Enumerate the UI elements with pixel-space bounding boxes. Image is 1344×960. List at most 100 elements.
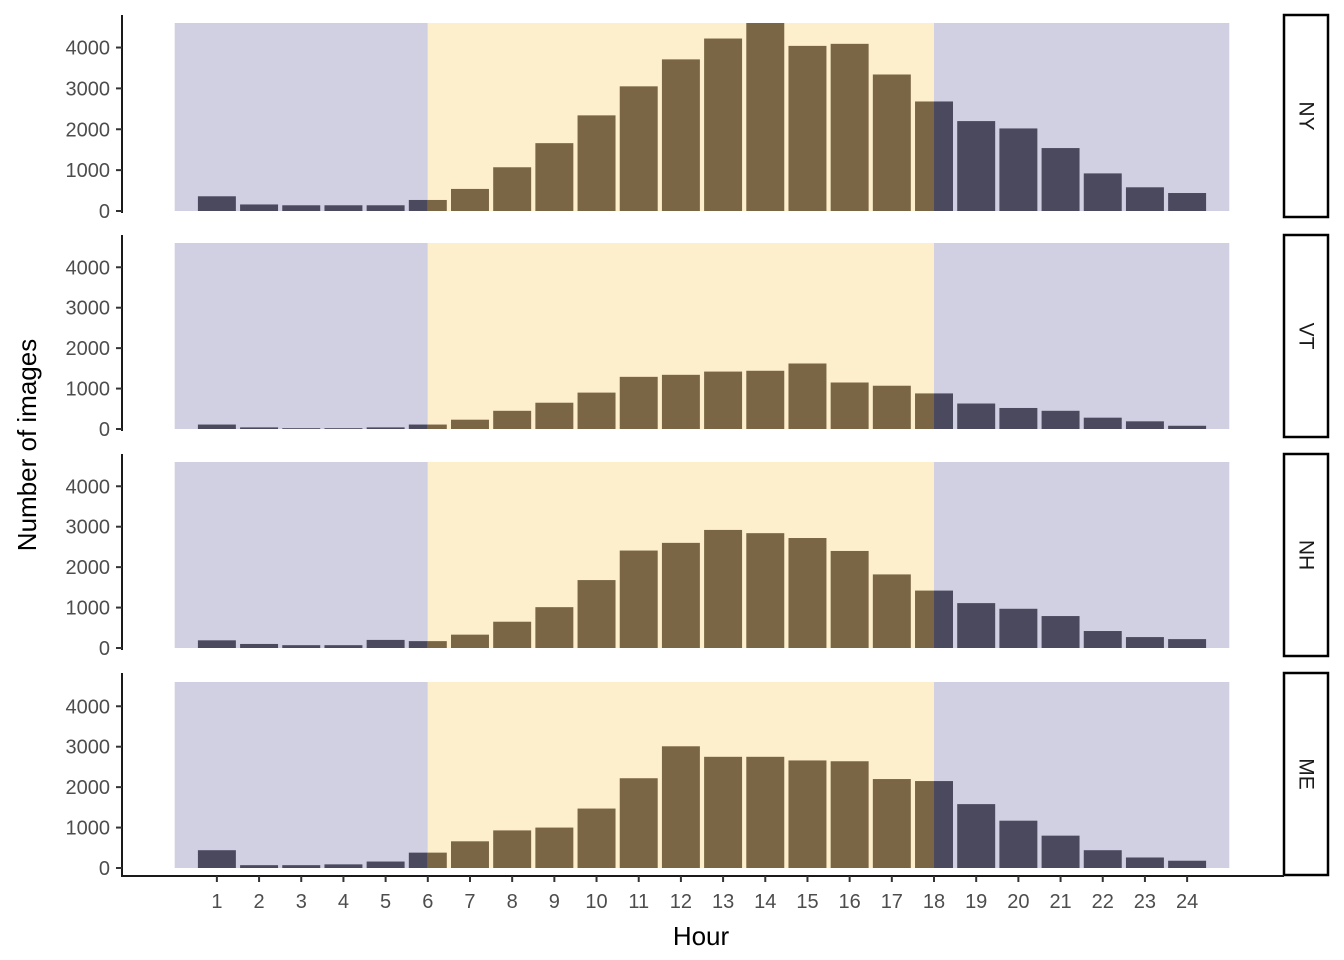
bar-segment (934, 101, 953, 211)
x-tick-label: 20 (1007, 891, 1029, 913)
bar-ny-hour-5 (366, 205, 405, 211)
bar-ny-hour-20 (999, 128, 1038, 211)
bar-segment (577, 115, 616, 211)
facet-panel-ny: 0 1000 2000 3000 4000 NY (66, 13, 1330, 223)
y-tick-label: 4000 (66, 257, 111, 279)
bar-segment (999, 820, 1038, 868)
bar-segment (1125, 187, 1164, 211)
bar-me-hour-12 (661, 746, 700, 868)
bar-segment (1083, 173, 1122, 211)
bar-segment (704, 529, 743, 648)
strip-box (1282, 671, 1330, 877)
x-tick-label: 17 (881, 891, 903, 913)
bar-nh-hour-12 (661, 542, 700, 648)
x-tick-label: 4 (338, 891, 349, 913)
bar-segment (788, 538, 827, 648)
facet-panel-me: 0 1000 2000 3000 4000 ME (66, 671, 1330, 880)
bar-ny-hour-21 (1041, 148, 1080, 211)
bar-segment (872, 574, 911, 648)
bar-segment (915, 393, 935, 429)
bar-segment (619, 550, 658, 648)
bar-segment (934, 393, 953, 429)
bar-me-hour-7 (451, 841, 489, 868)
strip-label: NY (1295, 101, 1318, 130)
bar-segment (957, 603, 996, 648)
bar-segment (240, 865, 279, 868)
bar-segment (957, 804, 996, 868)
bar-ny-hour-10 (577, 115, 616, 211)
bar-ny-hour-16 (830, 43, 869, 212)
bar-segment (577, 808, 616, 868)
bar-segment (1168, 639, 1207, 648)
bar-segment (197, 424, 236, 429)
x-tick-label: 16 (839, 891, 861, 913)
y-tick-label: 0 (99, 201, 110, 223)
bar-me-hour-17 (872, 779, 911, 868)
bar-vt-hour-2 (240, 427, 279, 429)
bar-segment (408, 641, 428, 648)
x-tick-label: 23 (1134, 891, 1156, 913)
bar-segment (957, 121, 996, 211)
bar-segment (535, 827, 574, 868)
bar-nh-hour-11 (619, 550, 658, 648)
bar-segment (493, 621, 532, 648)
x-axis-title: Hour (673, 921, 730, 951)
bar-segment (324, 864, 363, 868)
bar-me-hour-5 (366, 861, 405, 868)
bar-segment (704, 756, 743, 868)
bar-segment (324, 428, 363, 429)
bar-segment (366, 205, 405, 211)
bar-segment (366, 427, 405, 429)
bar-me-hour-24 (1168, 860, 1207, 868)
bar-me-hour-9 (535, 827, 574, 868)
bar-vt-hour-17 (872, 385, 911, 429)
y-tick-label: 1000 (66, 379, 111, 401)
bar-segment (830, 761, 869, 868)
bar-me-hour-19 (957, 804, 996, 868)
bar-vt-hour-21 (1041, 410, 1080, 429)
x-tick-label: 21 (1049, 891, 1071, 913)
bar-nh-hour-23 (1125, 637, 1164, 648)
bar-segment (746, 23, 785, 211)
bar-segment (1041, 616, 1080, 648)
bar-vt-hour-11 (619, 376, 658, 429)
bar-ny-hour-6 (408, 199, 447, 211)
bar-ny-hour-3 (282, 205, 321, 211)
bar-segment (1168, 193, 1207, 211)
bar-me-hour-23 (1125, 857, 1164, 868)
bar-segment (451, 634, 489, 648)
bar-segment (1125, 857, 1164, 868)
bar-segment (240, 643, 279, 648)
bar-vt-hour-14 (746, 370, 785, 429)
bar-segment (872, 74, 911, 211)
bar-nh-hour-15 (788, 538, 827, 648)
bar-segment (1168, 425, 1207, 429)
bar-vt-hour-16 (830, 382, 869, 429)
bar-me-hour-18 (915, 781, 953, 868)
bar-segment (619, 778, 658, 868)
bar-nh-hour-10 (577, 580, 616, 648)
bar-me-hour-1 (197, 850, 236, 868)
bar-segment (577, 580, 616, 648)
strip-box (1282, 233, 1330, 439)
bar-vt-hour-5 (366, 427, 405, 429)
bar-segment (661, 59, 700, 211)
bar-nh-hour-7 (451, 634, 489, 648)
bar-segment (1041, 835, 1080, 868)
bar-nh-hour-9 (535, 607, 574, 648)
strip-label: VT (1295, 323, 1318, 350)
y-tick-label: 3000 (66, 517, 111, 539)
bar-segment (661, 374, 700, 429)
bar-segment (872, 779, 911, 868)
bar-vt-hour-13 (704, 371, 743, 429)
bar-segment (746, 756, 785, 868)
bar-ny-hour-9 (535, 143, 574, 211)
y-tick-label: 0 (99, 638, 110, 660)
bar-segment (619, 86, 658, 211)
bar-segment (282, 428, 321, 429)
bar-me-hour-21 (1041, 835, 1080, 868)
bar-me-hour-4 (324, 864, 363, 868)
bar-segment (240, 427, 279, 429)
bar-ny-hour-17 (872, 74, 911, 211)
